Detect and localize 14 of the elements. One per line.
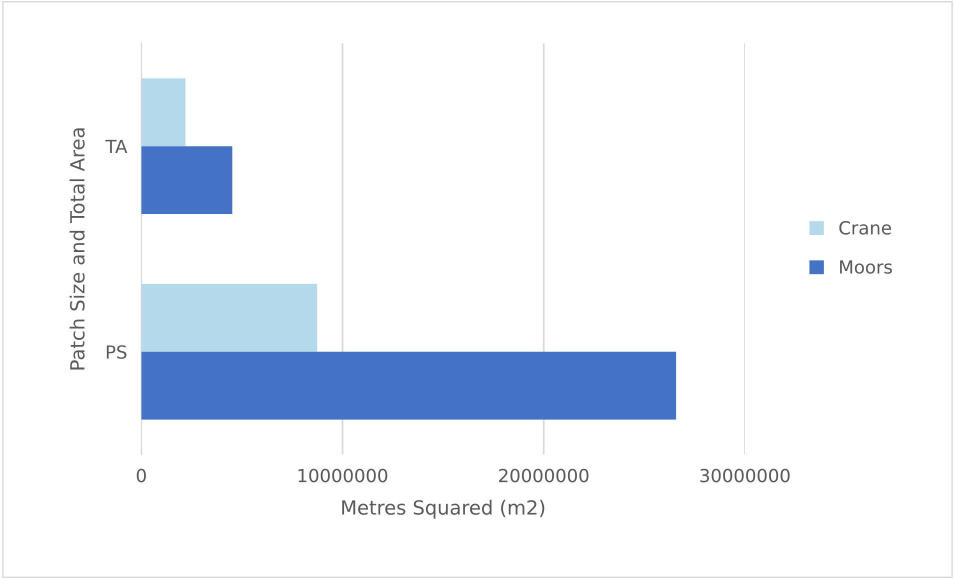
x-axis-title: Metres Squared (m2) — [342, 500, 544, 519]
bar — [141, 284, 318, 352]
bar — [141, 78, 186, 146]
bar — [141, 352, 676, 420]
legend-label: Moors — [840, 260, 892, 274]
x-tick-label: 20000000 — [499, 468, 588, 482]
legend-label: Crane — [839, 220, 892, 235]
bar — [141, 146, 232, 214]
x-tick-label: 10000000 — [298, 468, 388, 482]
y-tick-label: PS — [106, 345, 126, 359]
y-tick-label: TA — [105, 140, 128, 154]
x-tick-label: 0 — [136, 468, 146, 482]
y-axis-title: Patch Size and Total Area — [70, 128, 85, 370]
x-tick-label: 30000000 — [700, 468, 790, 482]
